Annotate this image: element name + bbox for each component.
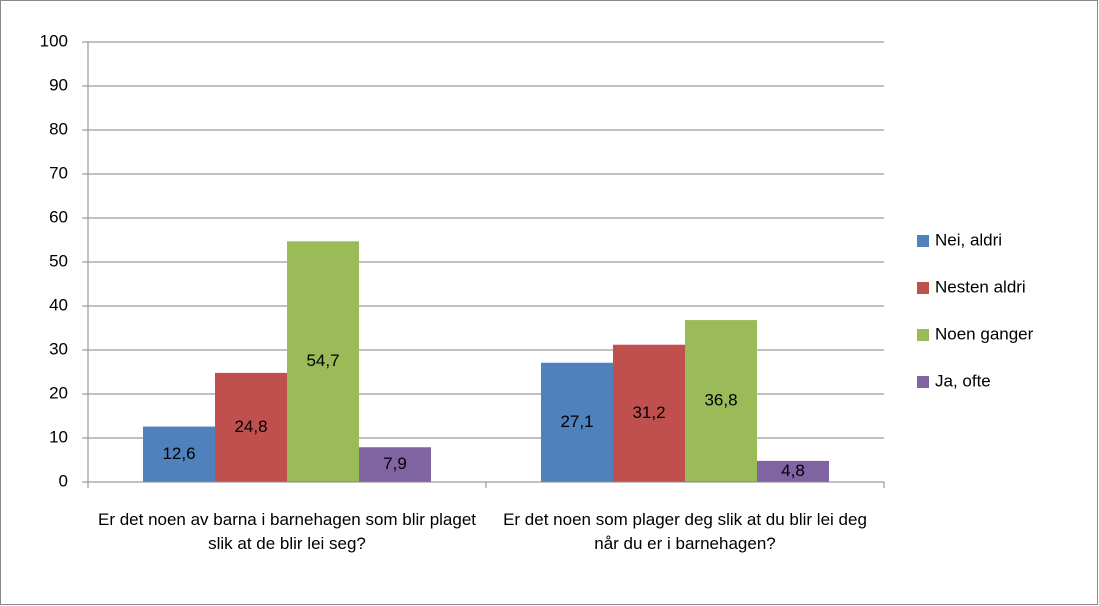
legend-label: Nesten aldri <box>935 277 1026 296</box>
y-tick-label: 90 <box>49 75 68 94</box>
x-tick-label: Er det noen som plager deg slik at du bl… <box>503 510 867 553</box>
legend-label: Ja, ofte <box>935 371 991 390</box>
legend-swatch <box>917 282 929 294</box>
y-tick-label: 100 <box>40 31 68 50</box>
bar <box>287 241 359 482</box>
y-tick-label: 80 <box>49 119 68 138</box>
data-label: 24,8 <box>234 417 267 436</box>
x-tick-label: Er det noen av barna i barnehagen som bl… <box>97 510 477 553</box>
data-label: 4,8 <box>781 461 805 480</box>
y-tick-label: 20 <box>49 383 68 402</box>
data-label: 27,1 <box>560 412 593 431</box>
legend-swatch <box>917 329 929 341</box>
legend-label: Noen ganger <box>935 324 1034 343</box>
bar <box>613 344 685 482</box>
y-tick-label: 10 <box>49 427 68 446</box>
legend-swatch <box>917 235 929 247</box>
bar <box>359 447 431 482</box>
legend-swatch <box>917 376 929 388</box>
bar <box>541 362 613 482</box>
y-tick-label: 30 <box>49 339 68 358</box>
data-label: 31,2 <box>632 403 665 422</box>
data-label: 36,8 <box>704 391 737 410</box>
y-tick-label: 60 <box>49 207 68 226</box>
data-label: 12,6 <box>162 444 195 463</box>
data-label: 7,9 <box>383 454 407 473</box>
y-tick-label: 0 <box>59 471 68 490</box>
y-tick-label: 50 <box>49 251 68 270</box>
data-label: 54,7 <box>306 351 339 370</box>
bar <box>685 320 757 482</box>
y-tick-label: 40 <box>49 295 68 314</box>
bar <box>215 372 287 482</box>
y-tick-label: 70 <box>49 163 68 182</box>
legend-label: Nei, aldri <box>935 230 1002 249</box>
bar <box>757 460 829 482</box>
bar <box>143 426 215 482</box>
